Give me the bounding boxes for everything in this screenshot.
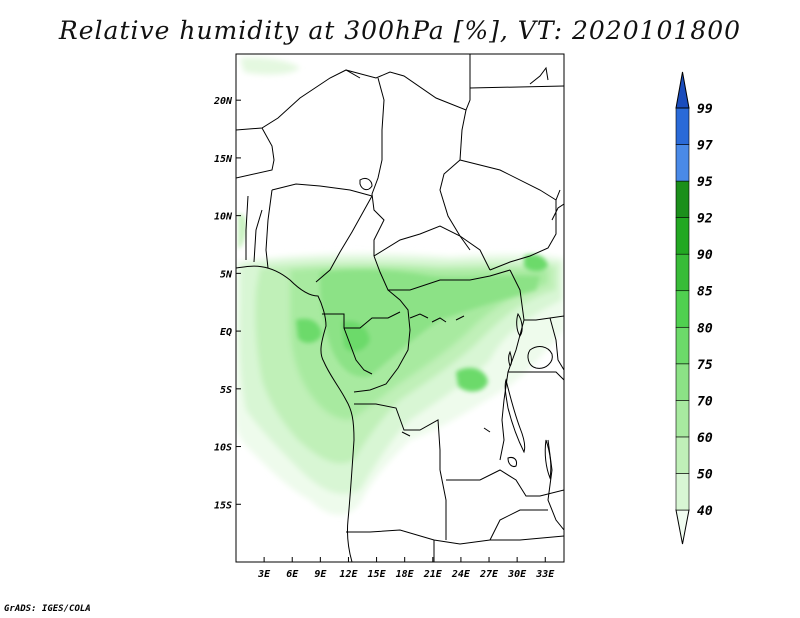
y-tick-label: 10S: [214, 443, 232, 454]
country-borders: [236, 54, 564, 562]
x-tick-label: 21E: [423, 569, 443, 580]
colorbar-label: 80: [697, 321, 713, 336]
x-tick-label: 3E: [257, 569, 271, 580]
colorbar-segment: [675, 253, 690, 292]
rh-region-coast-wisp: [238, 213, 247, 249]
y-tick-label: 5S: [220, 385, 232, 396]
river-fragment-3: [455, 315, 465, 321]
border-zambia: [446, 469, 564, 497]
lake-victoria: [527, 346, 553, 369]
lake-kivu: [508, 350, 512, 367]
lake-tanganyika: [504, 378, 526, 454]
river-fragment-1: [409, 313, 429, 319]
coastline-east: [551, 203, 564, 221]
border-gabon-congo: [343, 327, 373, 375]
colorbar-label: 75: [697, 358, 713, 373]
lake-mweru: [507, 457, 517, 467]
coastline-west: [236, 265, 355, 562]
colorbar-lower-triangle: [675, 509, 690, 545]
x-tick-label: 9E: [314, 569, 327, 580]
border-nigeria-east: [315, 195, 373, 283]
border-togo: [245, 195, 249, 260]
colorbar-label: 85: [697, 285, 713, 300]
y-tick-label: 20N: [213, 96, 233, 107]
x-tick-label: 33E: [535, 569, 555, 580]
rh-region-80-east: [456, 367, 488, 392]
colorbar-segment: [675, 217, 690, 255]
y-tick-label: 5N: [220, 269, 233, 280]
border-north-3: [345, 54, 471, 111]
y-tick-label: EQ: [220, 327, 232, 338]
colorbar-label: 70: [697, 394, 713, 409]
coastline-northeast: [529, 66, 549, 85]
rh-region-75: [320, 269, 540, 377]
x-tick-label: 6E: [286, 569, 299, 580]
border-uganda: [524, 315, 564, 321]
x-tick-label: 24E: [451, 569, 471, 580]
border-sudan-north: [469, 85, 564, 89]
colorbar-segment: [675, 144, 690, 182]
border-angola-east: [439, 469, 447, 540]
grads-credit: GrADS: IGES/COLA: [4, 604, 91, 614]
lake-albert: [516, 312, 523, 337]
colorbar-label: 95: [697, 175, 713, 190]
border-angola-north: [354, 403, 441, 470]
colorbar-label: 90: [697, 248, 713, 263]
border-namibia: [346, 529, 564, 545]
colorbar-label: 99: [697, 102, 713, 117]
rh-region-north-wisp: [240, 57, 300, 75]
y-tick-label: 15N: [214, 154, 233, 165]
rh-region-80-west: [296, 318, 322, 343]
border-car-north: [373, 225, 491, 271]
colorbar-label: 50: [697, 467, 713, 482]
border-cameroon-gabon: [322, 311, 401, 329]
border-sudan-west: [439, 109, 471, 251]
x-tick-label: 15E: [368, 569, 387, 580]
lake-malawi: [544, 439, 552, 480]
border-nigeria-west: [265, 189, 273, 269]
colorbar-upper-triangle: [675, 71, 690, 109]
border-nigeria-north: [271, 183, 373, 197]
y-tick-label: 10N: [214, 212, 233, 223]
border-chad-west: [371, 77, 385, 256]
map-title: Relative humidity at 300hPa [%], VT: 202…: [58, 16, 742, 45]
river-fragment-2: [431, 317, 447, 323]
border-tanzania-north: [508, 371, 564, 381]
border-congo-drc: [353, 289, 411, 393]
colorbar-label: 40: [697, 504, 713, 519]
colorbar: 40 50 60 70 75 80 85 90 92 95 97 99: [675, 71, 713, 545]
border-north-2: [236, 127, 275, 179]
x-tick-label: 12E: [339, 569, 358, 580]
lake-chad: [359, 177, 373, 191]
humidity-fill: [236, 57, 564, 515]
river-fragment-4: [483, 427, 491, 433]
y-axis: 20N 15N 10N 5N EQ 5S 10S 15S: [213, 96, 241, 511]
colorbar-segment: [675, 107, 690, 145]
colorbar-segment: [675, 290, 690, 328]
plot-frame: [235, 53, 565, 563]
border-south-sudan-east: [459, 159, 557, 201]
colorbar-segment: [675, 400, 690, 438]
river-fragment-5: [401, 431, 411, 437]
rh-region-80-north: [524, 254, 548, 272]
x-tick-label: 18E: [396, 569, 415, 580]
rh-region-80-central: [342, 320, 370, 352]
x-axis: 3E 6E 9E 12E 15E 18E 21E 24E 27E 30E 33E: [257, 557, 555, 580]
y-tick-label: 15S: [214, 500, 232, 511]
border-benin: [253, 209, 263, 263]
border-kenya: [549, 317, 564, 371]
colorbar-segment: [675, 363, 690, 401]
colorbar-label: 92: [697, 212, 713, 227]
colorbar-segment: [675, 436, 690, 474]
colorbar-segment: [675, 473, 690, 511]
colorbar-segment: [675, 180, 690, 218]
border-car-south: [373, 255, 511, 291]
x-tick-label: 27E: [479, 569, 499, 580]
border-zimbabwe: [489, 509, 548, 541]
colorbar-segment: [675, 326, 690, 365]
colorbar-label: 60: [697, 431, 713, 446]
x-tick-label: 30E: [507, 569, 527, 580]
colorbar-label: 97: [697, 139, 713, 154]
